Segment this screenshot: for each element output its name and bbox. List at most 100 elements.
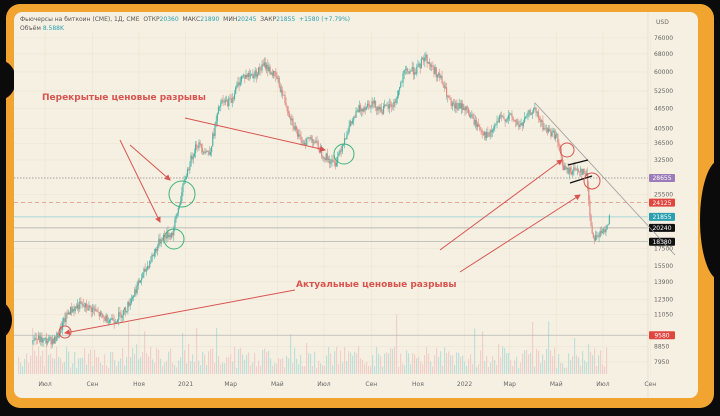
candle-body (573, 167, 575, 172)
candle-body (338, 153, 340, 157)
volume-bar (30, 355, 32, 374)
volume-bar (360, 358, 362, 374)
x-tick-label: 2021 (178, 381, 193, 388)
candle-body (584, 173, 586, 176)
candle-body (264, 62, 267, 69)
volume-bar (274, 363, 276, 374)
candle-body (181, 192, 183, 202)
volume-bar (160, 358, 162, 374)
candle-body (529, 110, 531, 115)
candle-body (323, 157, 325, 159)
candle-body (84, 303, 87, 308)
volume-bar (410, 364, 412, 374)
price-level-label: 20240 (652, 225, 671, 232)
volume-bar (40, 355, 42, 374)
candle-body (482, 133, 484, 136)
gap-circle (559, 142, 575, 158)
candle-body (514, 120, 516, 122)
volume-bar (162, 366, 164, 374)
candle-body (241, 75, 244, 77)
volume-bar (300, 355, 302, 374)
candle-body (89, 305, 91, 308)
candle-body (162, 234, 165, 241)
candle-body (272, 71, 275, 76)
candle-body (227, 99, 229, 107)
candle-body (215, 120, 217, 125)
candle-body (155, 249, 158, 251)
volume-bar (586, 362, 588, 374)
x-tick-label: Июл (596, 381, 610, 388)
candle-body (385, 104, 387, 106)
candle-body (366, 103, 369, 108)
candle-body (554, 134, 557, 139)
candle-body (189, 166, 191, 170)
candle-body (343, 138, 346, 145)
candle-body (262, 64, 264, 66)
volume-bar (512, 365, 514, 374)
volume-bar (222, 362, 224, 374)
candle-body (542, 120, 544, 130)
candle-body (150, 261, 152, 262)
channel-line (569, 175, 593, 184)
volume-bar (56, 346, 58, 374)
candle-body (71, 307, 73, 313)
candle-body (58, 333, 60, 338)
volume-bar (210, 348, 212, 374)
candle-body (138, 280, 140, 283)
candle-body (396, 95, 398, 99)
candle-body (502, 116, 504, 118)
candle-body (160, 239, 162, 244)
volume-bar (338, 364, 340, 374)
candle-body (238, 82, 240, 86)
candle-body (329, 158, 331, 164)
candle-body (68, 312, 71, 315)
candle-body (364, 107, 366, 111)
candle-body (322, 156, 324, 159)
volume-bar (428, 353, 430, 374)
candle-body (352, 120, 354, 124)
volume-bar (492, 356, 494, 374)
candle-body (280, 90, 283, 92)
candle-body (188, 169, 190, 170)
volume-bar (406, 350, 408, 374)
volume-bar (150, 346, 152, 374)
volume-bar (326, 355, 328, 374)
volume-bar (174, 365, 176, 374)
volume-bar (74, 351, 76, 374)
candle-body (44, 338, 46, 340)
volume-bar (122, 348, 124, 374)
candle-body (255, 70, 257, 77)
candle-body (402, 73, 404, 83)
x-tick-label: Ноя (133, 381, 145, 388)
candle-body (513, 120, 515, 121)
candle-body (288, 113, 291, 118)
candle-body (423, 58, 425, 62)
candle-body (606, 224, 608, 230)
volume-bar (182, 333, 184, 374)
candle-body (432, 65, 434, 67)
candle-body (545, 127, 547, 129)
candle-body (478, 124, 480, 127)
candle-body (73, 309, 75, 312)
volume-bar (230, 354, 232, 374)
candle-body (282, 90, 284, 96)
volume-bar (202, 351, 204, 374)
candle-body (548, 128, 550, 133)
price-chart[interactable]: 28655 24125 21855 20240 18380 9580 USD 76000 680… (14, 12, 698, 398)
candle-body (601, 231, 604, 234)
volume-bar (446, 353, 448, 374)
volume-bar (262, 350, 264, 374)
candle-body (337, 156, 339, 163)
candle-body (259, 67, 261, 71)
candle-body (506, 118, 508, 120)
volume-bar (350, 352, 352, 374)
candle-body (96, 309, 98, 312)
candle-body (294, 126, 296, 130)
volume-bar (494, 359, 496, 374)
volume-bar (544, 360, 546, 374)
candle-body (379, 106, 381, 110)
volume-bar (378, 354, 380, 374)
candle-body (416, 66, 418, 74)
chart-panel[interactable]: Фьючерсы на биткоин (CME), 1Д, CME ОТКР2… (14, 12, 698, 398)
candle-body (518, 124, 520, 127)
